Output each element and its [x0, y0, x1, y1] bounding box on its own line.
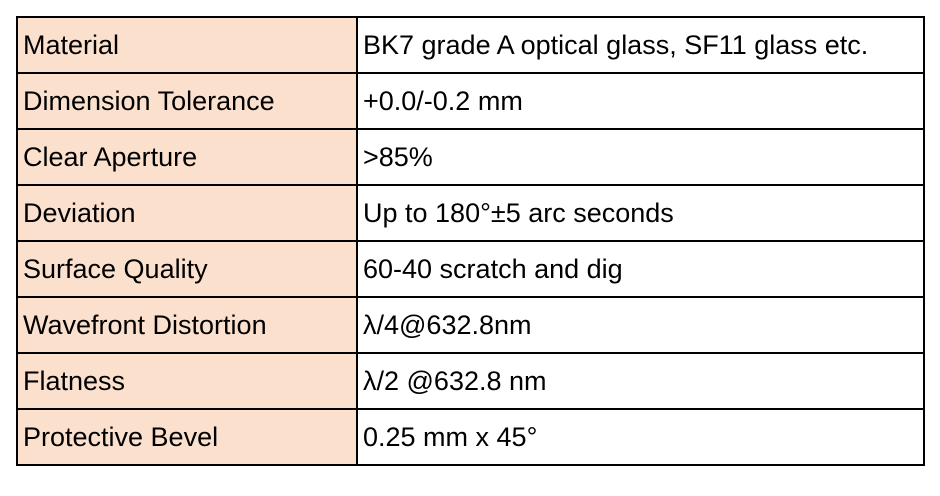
spec-value: λ/4@632.8nm: [356, 296, 925, 354]
table-row: Flatness λ/2 @632.8 nm: [16, 352, 925, 410]
spec-name: Flatness: [16, 352, 358, 410]
spec-table: Material BK7 grade A optical glass, SF11 …: [16, 16, 925, 466]
table-row: Surface Quality 60-40 scratch and dig: [16, 240, 925, 298]
spec-value: BK7 grade A optical glass, SF11 glass et…: [356, 16, 925, 74]
spec-name: Deviation: [16, 184, 358, 242]
spec-name: Clear Aperture: [16, 128, 358, 186]
spec-value: Up to 180°±5 arc seconds: [356, 184, 925, 242]
table-row: Protective Bevel 0.25 mm x 45°: [16, 408, 925, 466]
spec-name: Dimension Tolerance: [16, 72, 358, 130]
spec-name: Surface Quality: [16, 240, 358, 298]
spec-name: Wavefront Distortion: [16, 296, 358, 354]
spec-value: >85%: [356, 128, 925, 186]
spec-value: +0.0/-0.2 mm: [356, 72, 925, 130]
spec-name: Protective Bevel: [16, 408, 358, 466]
spec-value: 60-40 scratch and dig: [356, 240, 925, 298]
table-row: Wavefront Distortion λ/4@632.8nm: [16, 296, 925, 354]
spec-value: λ/2 @632.8 nm: [356, 352, 925, 410]
table-row: Clear Aperture >85%: [16, 128, 925, 186]
table-row: Material BK7 grade A optical glass, SF11 …: [16, 16, 925, 74]
spec-value: 0.25 mm x 45°: [356, 408, 925, 466]
spec-name: Material: [16, 16, 358, 74]
table-row: Dimension Tolerance +0.0/-0.2 mm: [16, 72, 925, 130]
table-row: Deviation Up to 180°±5 arc seconds: [16, 184, 925, 242]
